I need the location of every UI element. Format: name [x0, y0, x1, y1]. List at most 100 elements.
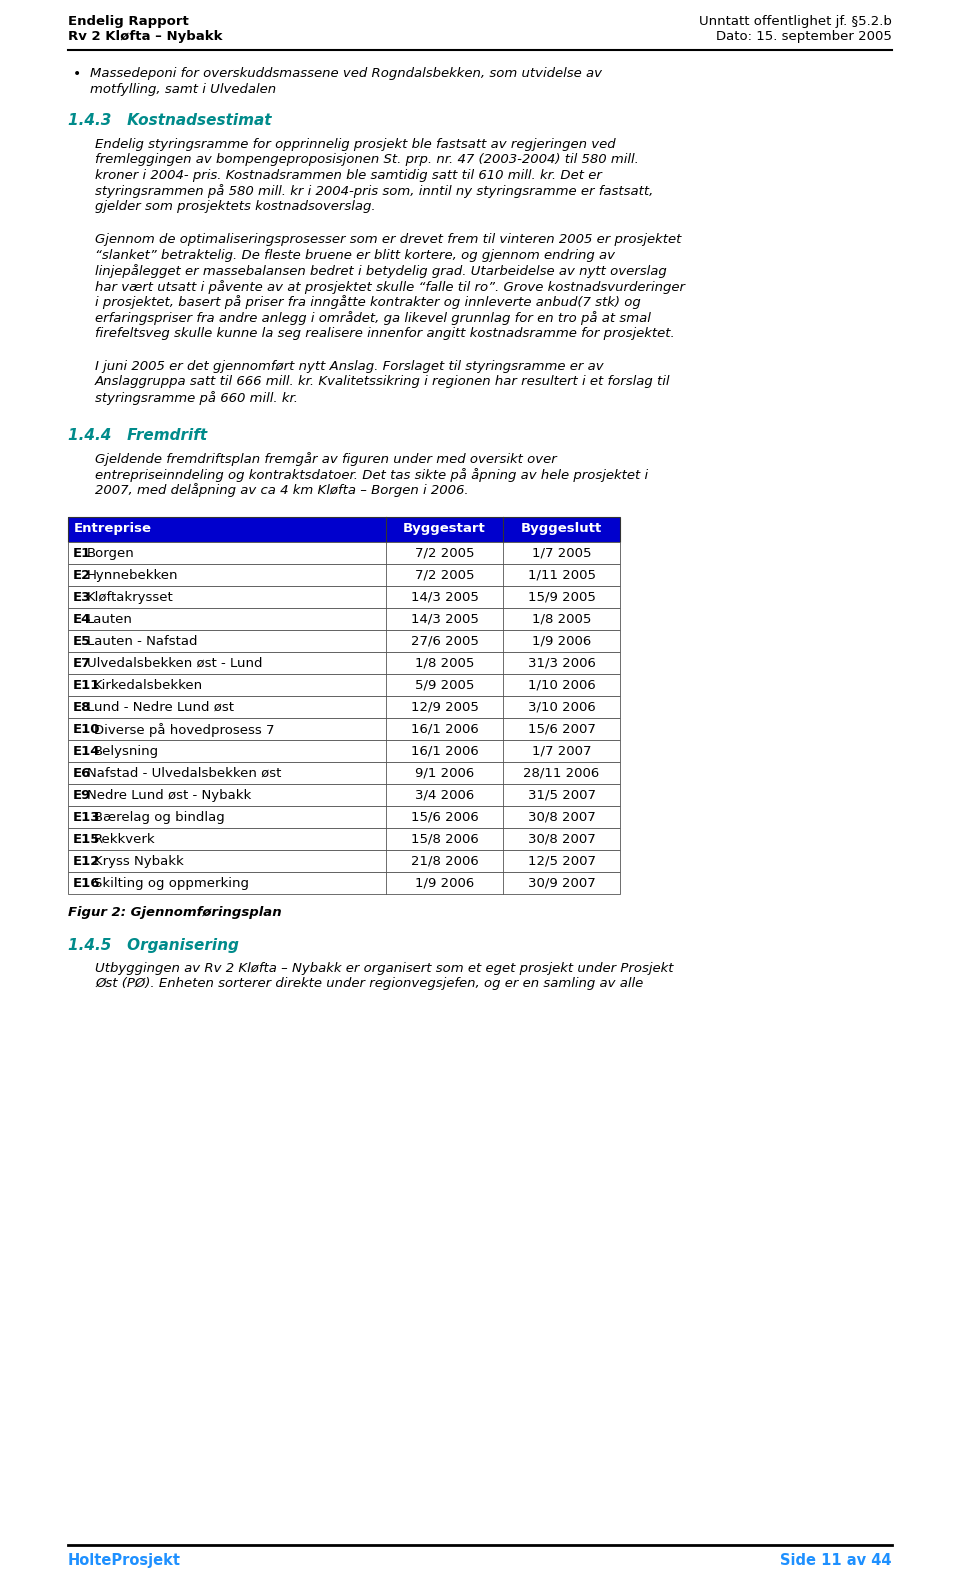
Text: Diverse på hovedprosess 7: Diverse på hovedprosess 7 [93, 723, 274, 737]
Text: 3/4 2006: 3/4 2006 [415, 789, 474, 802]
Bar [68, 630, 620, 652]
Bar [68, 785, 620, 805]
Text: Nedre Lund øst - Nybakk: Nedre Lund øst - Nybakk [87, 789, 252, 802]
Text: erfaringspriser fra andre anlegg i området, ga likevel grunnlag for en tro på at: erfaringspriser fra andre anlegg i områd… [95, 312, 651, 324]
Text: 15/6 2006: 15/6 2006 [411, 812, 478, 824]
Text: Lauten: Lauten [87, 612, 132, 626]
Text: fremleggingen av bompengeproposisjonen St. prp. nr. 47 (2003-2004) til 580 mill.: fremleggingen av bompengeproposisjonen S… [95, 153, 638, 166]
Text: 7/2 2005: 7/2 2005 [415, 547, 474, 560]
Text: Gjeldende fremdriftsplan fremgår av figuren under med oversikt over: Gjeldende fremdriftsplan fremgår av figu… [95, 452, 557, 467]
Text: Kirkedalsbekken: Kirkedalsbekken [93, 679, 203, 691]
Bar [68, 827, 620, 850]
Text: Anslaggruppa satt til 666 mill. kr. Kvalitetssikring i regionen har resultert i : Anslaggruppa satt til 666 mill. kr. Kval… [95, 375, 670, 389]
Text: firefeltsveg skulle kunne la seg realisere innenfor angitt kostnadsramme for pro: firefeltsveg skulle kunne la seg realise… [95, 326, 675, 340]
Text: E10: E10 [73, 723, 101, 736]
Text: Unntatt offentlighet jf. §5.2.b: Unntatt offentlighet jf. §5.2.b [699, 14, 892, 28]
Bar [68, 607, 620, 630]
Text: Massedeponi for overskuddsmassene ved Rogndalsbekken, som utvidelse av: Massedeponi for overskuddsmassene ved Ro… [90, 66, 602, 81]
Text: 1/9 2006: 1/9 2006 [415, 876, 474, 891]
Text: har vært utsatt i påvente av at prosjektet skulle “falle til ro”. Grove kostnads: har vært utsatt i påvente av at prosjekt… [95, 280, 685, 294]
Text: 30/8 2007: 30/8 2007 [528, 812, 595, 824]
Text: Gjennom de optimaliseringsprosesser som er drevet frem til vinteren 2005 er pros: Gjennom de optimaliseringsprosesser som … [95, 234, 682, 247]
Text: 12/9 2005: 12/9 2005 [411, 701, 478, 713]
Bar [68, 718, 620, 740]
Text: i prosjektet, basert på priser fra inngåtte kontrakter og innleverte anbud(7 stk: i prosjektet, basert på priser fra inngå… [95, 296, 640, 310]
Text: Belysning: Belysning [93, 745, 158, 758]
Text: 27/6 2005: 27/6 2005 [411, 634, 478, 649]
Bar [68, 517, 620, 543]
Bar [68, 872, 620, 894]
Text: 1/11 2005: 1/11 2005 [527, 570, 595, 582]
Text: 1/7 2005: 1/7 2005 [532, 547, 591, 560]
Text: 1/10 2006: 1/10 2006 [528, 679, 595, 691]
Text: Borgen: Borgen [87, 547, 134, 560]
Text: Kløftakrysset: Kløftakrysset [87, 592, 174, 604]
Bar [68, 543, 620, 565]
Text: I juni 2005 er det gjennomført nytt Anslag. Forslaget til styringsramme er av: I juni 2005 er det gjennomført nytt Ansl… [95, 361, 604, 373]
Text: E13: E13 [73, 812, 101, 824]
Bar [68, 565, 620, 585]
Bar [68, 740, 620, 763]
Text: 21/8 2006: 21/8 2006 [411, 854, 478, 869]
Text: E12: E12 [73, 854, 101, 869]
Text: Bærelag og bindlag: Bærelag og bindlag [93, 812, 225, 824]
Text: E4: E4 [73, 612, 91, 626]
Text: 30/8 2007: 30/8 2007 [528, 834, 595, 846]
Text: •: • [73, 66, 82, 81]
Text: Lauten - Nafstad: Lauten - Nafstad [87, 634, 198, 649]
Text: 31/5 2007: 31/5 2007 [527, 789, 595, 802]
Bar [68, 674, 620, 696]
Text: “slanket” betraktelig. De fleste bruene er blitt kortere, og gjennom endring av: “slanket” betraktelig. De fleste bruene … [95, 248, 615, 263]
Text: 3/10 2006: 3/10 2006 [528, 701, 595, 713]
Text: entrepriseinndeling og kontraktsdatoer. Det tas sikte på åpning av hele prosjekt: entrepriseinndeling og kontraktsdatoer. … [95, 468, 648, 483]
Text: gjelder som prosjektets kostnadsoverslag.: gjelder som prosjektets kostnadsoverslag… [95, 199, 375, 214]
Text: E16: E16 [73, 876, 101, 891]
Text: 9/1 2006: 9/1 2006 [415, 767, 474, 780]
Bar [68, 652, 620, 674]
Text: Kryss Nybakk: Kryss Nybakk [93, 854, 183, 869]
Text: 31/3 2006: 31/3 2006 [528, 657, 595, 671]
Text: 2007, med delåpning av ca 4 km Kløfta – Borgen i 2006.: 2007, med delåpning av ca 4 km Kløfta – … [95, 484, 468, 497]
Text: E8: E8 [73, 701, 91, 713]
Text: 30/9 2007: 30/9 2007 [528, 876, 595, 891]
Text: Ulvedalsbekken øst - Lund: Ulvedalsbekken øst - Lund [87, 657, 262, 671]
Text: styringsramme på 660 mill. kr.: styringsramme på 660 mill. kr. [95, 391, 298, 405]
Text: Rekkverk: Rekkverk [93, 834, 156, 846]
Text: Rv 2 Kløfta – Nybakk: Rv 2 Kløfta – Nybakk [68, 30, 223, 43]
Text: Endelig Rapport: Endelig Rapport [68, 14, 189, 28]
Text: 5/9 2005: 5/9 2005 [415, 679, 474, 691]
Text: 12/5 2007: 12/5 2007 [527, 854, 595, 869]
Text: E7: E7 [73, 657, 91, 671]
Text: 7/2 2005: 7/2 2005 [415, 570, 474, 582]
Text: kroner i 2004- pris. Kostnadsrammen ble samtidig satt til 610 mill. kr. Det er: kroner i 2004- pris. Kostnadsrammen ble … [95, 169, 602, 182]
Text: Skilting og oppmerking: Skilting og oppmerking [93, 876, 249, 891]
Text: E1: E1 [73, 547, 91, 560]
Text: 16/1 2006: 16/1 2006 [411, 723, 478, 736]
Bar [68, 517, 620, 543]
Text: 1.4.5   Organisering: 1.4.5 Organisering [68, 938, 239, 952]
Text: Endelig styringsramme for opprinnelig prosjekt ble fastsatt av regjeringen ved: Endelig styringsramme for opprinnelig pr… [95, 138, 615, 150]
Text: Figur 2: Gjennomføringsplan: Figur 2: Gjennomføringsplan [68, 906, 281, 919]
Text: Dato: 15. september 2005: Dato: 15. september 2005 [716, 30, 892, 43]
Text: Entreprise: Entreprise [74, 522, 152, 535]
Text: 16/1 2006: 16/1 2006 [411, 745, 478, 758]
Text: 1/8 2005: 1/8 2005 [415, 657, 474, 671]
Text: Hynnebekken: Hynnebekken [87, 570, 179, 582]
Text: Øst (PØ). Enheten sorterer direkte under regionvegsjefen, og er en samling av al: Øst (PØ). Enheten sorterer direkte under… [95, 978, 643, 990]
Text: HolteProsjekt: HolteProsjekt [68, 1554, 181, 1568]
Text: E3: E3 [73, 592, 91, 604]
Text: 1/8 2005: 1/8 2005 [532, 612, 591, 626]
Text: 14/3 2005: 14/3 2005 [411, 612, 478, 626]
Text: Utbyggingen av Rv 2 Kløfta – Nybakk er organisert som et eget prosjekt under Pro: Utbyggingen av Rv 2 Kløfta – Nybakk er o… [95, 962, 674, 975]
Text: 15/8 2006: 15/8 2006 [411, 834, 478, 846]
Text: E6: E6 [73, 767, 91, 780]
Bar [68, 585, 620, 607]
Text: E15: E15 [73, 834, 101, 846]
Text: 15/9 2005: 15/9 2005 [528, 592, 595, 604]
Text: Lund - Nedre Lund øst: Lund - Nedre Lund øst [87, 701, 234, 713]
Text: Side 11 av 44: Side 11 av 44 [780, 1554, 892, 1568]
Text: 15/6 2007: 15/6 2007 [528, 723, 595, 736]
Text: Byggestart: Byggestart [403, 522, 486, 535]
Text: E9: E9 [73, 789, 91, 802]
Text: E5: E5 [73, 634, 91, 649]
